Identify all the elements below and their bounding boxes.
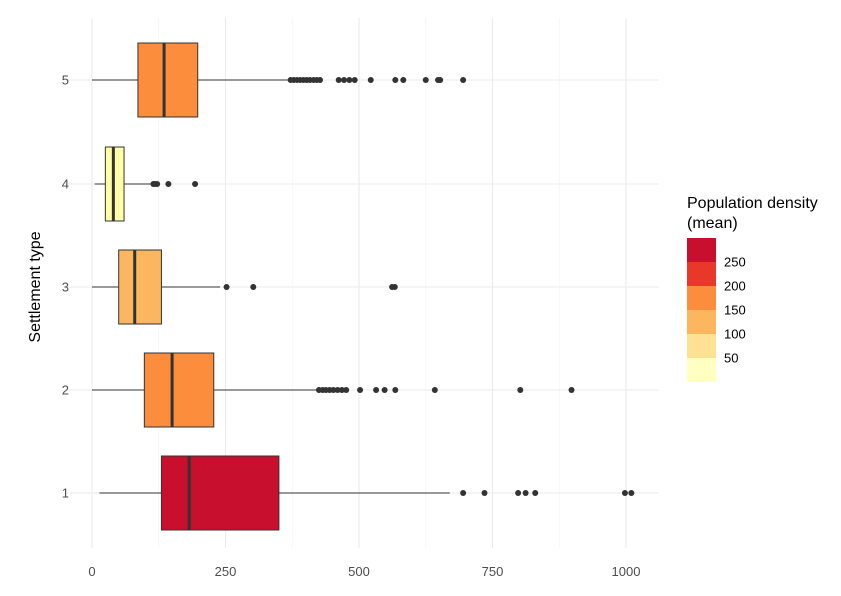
box-category-5 [92, 42, 467, 118]
y-axis-title: Settlement type [27, 231, 44, 342]
outlier-point [338, 387, 345, 393]
outlier-point [317, 77, 324, 83]
outlier-point [532, 490, 539, 496]
outlier-point [568, 387, 575, 393]
box-category-3 [92, 249, 398, 325]
y-tick-label: 5 [62, 73, 69, 88]
outlier-point [422, 77, 429, 83]
y-tick-label: 2 [62, 383, 69, 398]
outlier-point [522, 490, 529, 496]
y-tick-label: 3 [62, 280, 69, 295]
outlier-point [460, 77, 467, 83]
outlier-point [357, 387, 364, 393]
outlier-point [400, 77, 407, 83]
legend-label: 100 [724, 327, 746, 342]
outlier-point [343, 387, 350, 393]
outlier-point [481, 490, 488, 496]
legend-color-step [687, 358, 716, 382]
outlier-point [460, 490, 467, 496]
outlier-point [334, 387, 341, 393]
legend-label: 200 [724, 279, 746, 294]
legend-title-line-2: (mean) [687, 215, 738, 232]
legend-color-step [687, 262, 716, 286]
legend-colorbar [687, 238, 716, 382]
outlier-point [330, 387, 337, 393]
x-tick-label: 500 [348, 564, 370, 579]
outlier-point [381, 387, 388, 393]
outlier-point [351, 77, 358, 83]
x-axis: 0 250 500 750 1000 [88, 564, 640, 579]
outlier-point [373, 387, 380, 393]
legend-label: 150 [724, 303, 746, 318]
box-category-1 [99, 455, 635, 531]
outlier-point [223, 284, 230, 290]
outlier-point [392, 387, 399, 393]
box-category-4 [94, 146, 199, 222]
outlier-point [335, 77, 342, 83]
boxplot-series [92, 42, 635, 531]
y-axis: 1 2 3 4 5 [62, 73, 69, 501]
outlier-point [515, 490, 522, 496]
x-tick-label: 750 [482, 564, 504, 579]
outlier-point [621, 490, 628, 496]
outlier-point [192, 181, 199, 187]
y-tick-label: 4 [62, 177, 69, 192]
iqr-box [137, 42, 199, 118]
box-category-2 [92, 352, 575, 428]
legend-title-line-1: Population density [687, 195, 818, 212]
outlier-point [517, 387, 524, 393]
legend-labels: 250 200 150 100 50 [724, 255, 746, 366]
outlier-point [165, 181, 172, 187]
iqr-box [118, 249, 162, 325]
outlier-point [391, 284, 398, 290]
legend: Population density (mean) 250 200 150 100 50 [687, 195, 818, 382]
legend-color-step [687, 310, 716, 334]
legend-label: 50 [724, 351, 738, 366]
outlier-point [628, 490, 635, 496]
outlier-point [437, 77, 444, 83]
y-tick-label: 1 [62, 486, 69, 501]
legend-color-step [687, 238, 716, 262]
outlier-point [341, 77, 348, 83]
legend-color-step [687, 286, 716, 310]
iqr-box [143, 352, 215, 428]
x-tick-label: 0 [88, 564, 95, 579]
legend-color-step [687, 334, 716, 358]
outlier-point [392, 77, 399, 83]
outlier-point [367, 77, 374, 83]
iqr-box [160, 455, 280, 531]
legend-label: 250 [724, 255, 746, 270]
outlier-point [250, 284, 257, 290]
outlier-point [346, 77, 353, 83]
outlier-point [431, 387, 438, 393]
x-tick-label: 1000 [612, 564, 641, 579]
x-tick-label: 250 [215, 564, 237, 579]
outlier-point [154, 181, 161, 187]
